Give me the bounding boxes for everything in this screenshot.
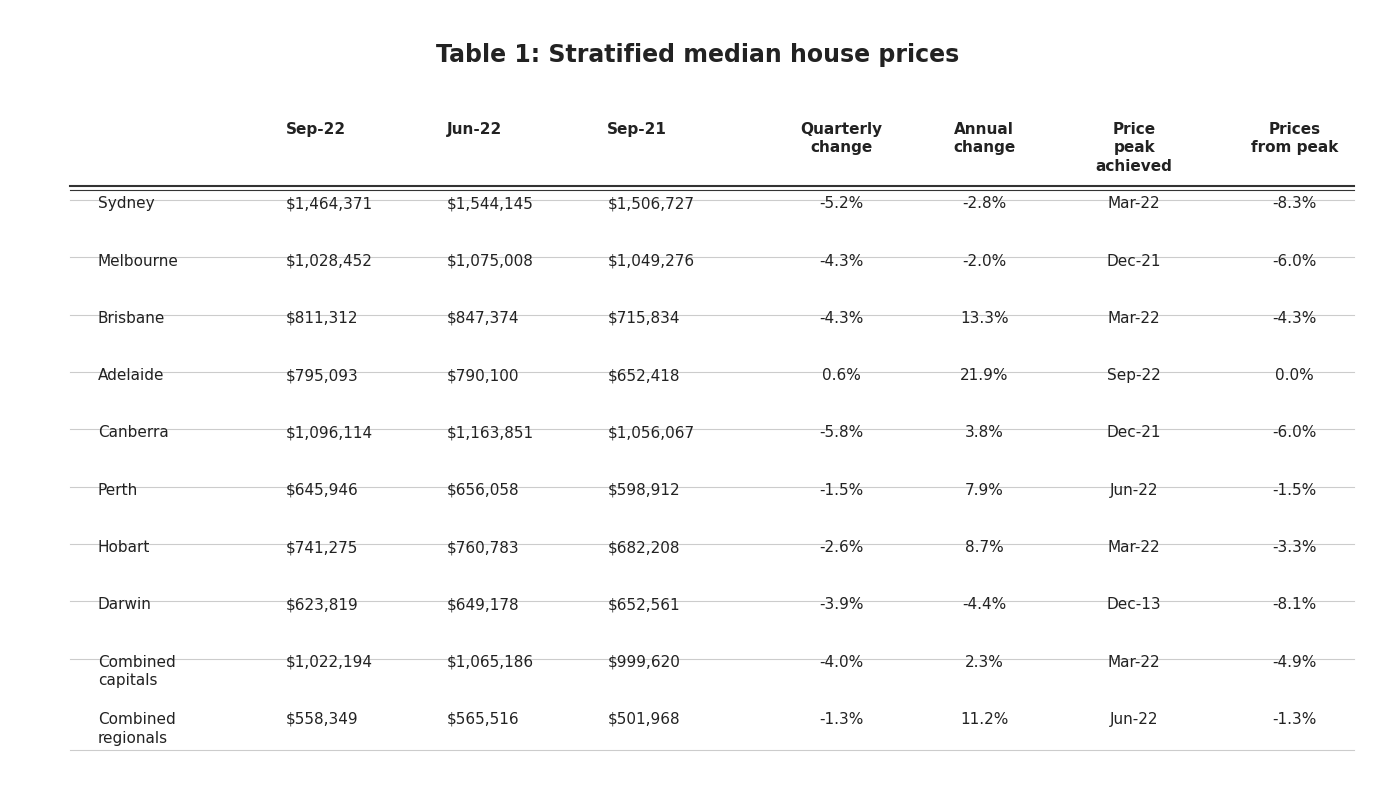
Text: Price
peak
achieved: Price peak achieved [1096,122,1173,173]
Text: -4.3%: -4.3% [819,254,863,268]
Text: Mar-22: Mar-22 [1108,655,1160,670]
Text: 11.2%: 11.2% [960,712,1008,727]
Text: Mar-22: Mar-22 [1108,540,1160,555]
Text: $1,049,276: $1,049,276 [607,254,694,268]
Text: Mar-22: Mar-22 [1108,311,1160,326]
Text: $682,208: $682,208 [607,540,680,555]
Text: $565,516: $565,516 [447,712,519,727]
Text: 8.7%: 8.7% [965,540,1004,555]
Text: $1,028,452: $1,028,452 [286,254,373,268]
Text: $1,022,194: $1,022,194 [286,655,373,670]
Text: $811,312: $811,312 [286,311,359,326]
Text: $652,561: $652,561 [607,597,680,612]
Text: Darwin: Darwin [98,597,152,612]
Text: -4.0%: -4.0% [819,655,863,670]
Text: $1,065,186: $1,065,186 [447,655,533,670]
Text: Canberra: Canberra [98,425,169,440]
Text: Jun-22: Jun-22 [1110,483,1159,498]
Text: Mar-22: Mar-22 [1108,196,1160,211]
Text: $649,178: $649,178 [447,597,519,612]
Text: Sep-22: Sep-22 [286,122,346,137]
Text: Sydney: Sydney [98,196,155,211]
Text: Prices
from peak: Prices from peak [1251,122,1339,155]
Text: Hobart: Hobart [98,540,151,555]
Text: Annual
change: Annual change [953,122,1015,155]
Text: $847,374: $847,374 [447,311,519,326]
Text: $656,058: $656,058 [447,483,519,498]
Text: -6.0%: -6.0% [1273,425,1316,440]
Text: Adelaide: Adelaide [98,368,165,383]
Text: $790,100: $790,100 [447,368,519,383]
Text: Dec-21: Dec-21 [1107,254,1161,268]
Text: $645,946: $645,946 [286,483,359,498]
Text: $741,275: $741,275 [286,540,359,555]
Text: Brisbane: Brisbane [98,311,165,326]
Text: -1.5%: -1.5% [1273,483,1316,498]
Text: 0.6%: 0.6% [822,368,860,383]
Text: -5.8%: -5.8% [819,425,863,440]
Text: Dec-21: Dec-21 [1107,425,1161,440]
Text: -1.5%: -1.5% [819,483,863,498]
Text: $999,620: $999,620 [607,655,680,670]
Text: 13.3%: 13.3% [960,311,1008,326]
Text: $1,163,851: $1,163,851 [447,425,533,440]
Text: $623,819: $623,819 [286,597,359,612]
Text: $501,968: $501,968 [607,712,680,727]
Text: $1,056,067: $1,056,067 [607,425,694,440]
Text: 0.0%: 0.0% [1276,368,1314,383]
Text: 21.9%: 21.9% [960,368,1008,383]
Text: -2.6%: -2.6% [819,540,863,555]
Text: $1,506,727: $1,506,727 [607,196,694,211]
Text: $652,418: $652,418 [607,368,680,383]
Text: Melbourne: Melbourne [98,254,179,268]
Text: $1,096,114: $1,096,114 [286,425,373,440]
Text: Dec-13: Dec-13 [1107,597,1161,612]
Text: -2.0%: -2.0% [962,254,1007,268]
Text: $760,783: $760,783 [447,540,519,555]
Text: $1,075,008: $1,075,008 [447,254,533,268]
Text: $795,093: $795,093 [286,368,359,383]
Text: $715,834: $715,834 [607,311,680,326]
Text: -6.0%: -6.0% [1273,254,1316,268]
Text: -4.3%: -4.3% [819,311,863,326]
Text: Perth: Perth [98,483,138,498]
Text: Jun-22: Jun-22 [447,122,503,137]
Text: -3.3%: -3.3% [1273,540,1316,555]
Text: Quarterly
change: Quarterly change [800,122,882,155]
Text: 2.3%: 2.3% [965,655,1004,670]
Text: -8.1%: -8.1% [1273,597,1316,612]
Text: -3.9%: -3.9% [819,597,863,612]
Text: -4.3%: -4.3% [1273,311,1316,326]
Text: Table 1: Stratified median house prices: Table 1: Stratified median house prices [437,43,959,68]
Text: -5.2%: -5.2% [819,196,863,211]
Text: Jun-22: Jun-22 [1110,712,1159,727]
Text: Sep-21: Sep-21 [607,122,667,137]
Text: 7.9%: 7.9% [965,483,1004,498]
Text: $1,464,371: $1,464,371 [286,196,373,211]
Text: Sep-22: Sep-22 [1107,368,1161,383]
Text: -4.9%: -4.9% [1273,655,1316,670]
Text: $1,544,145: $1,544,145 [447,196,533,211]
Text: Combined
capitals: Combined capitals [98,655,176,688]
Text: Combined
regionals: Combined regionals [98,712,176,746]
Text: $558,349: $558,349 [286,712,359,727]
Text: 3.8%: 3.8% [965,425,1004,440]
Text: -8.3%: -8.3% [1273,196,1316,211]
Text: $598,912: $598,912 [607,483,680,498]
Text: -4.4%: -4.4% [962,597,1007,612]
Text: -1.3%: -1.3% [1273,712,1316,727]
Text: -1.3%: -1.3% [819,712,863,727]
Text: -2.8%: -2.8% [962,196,1007,211]
